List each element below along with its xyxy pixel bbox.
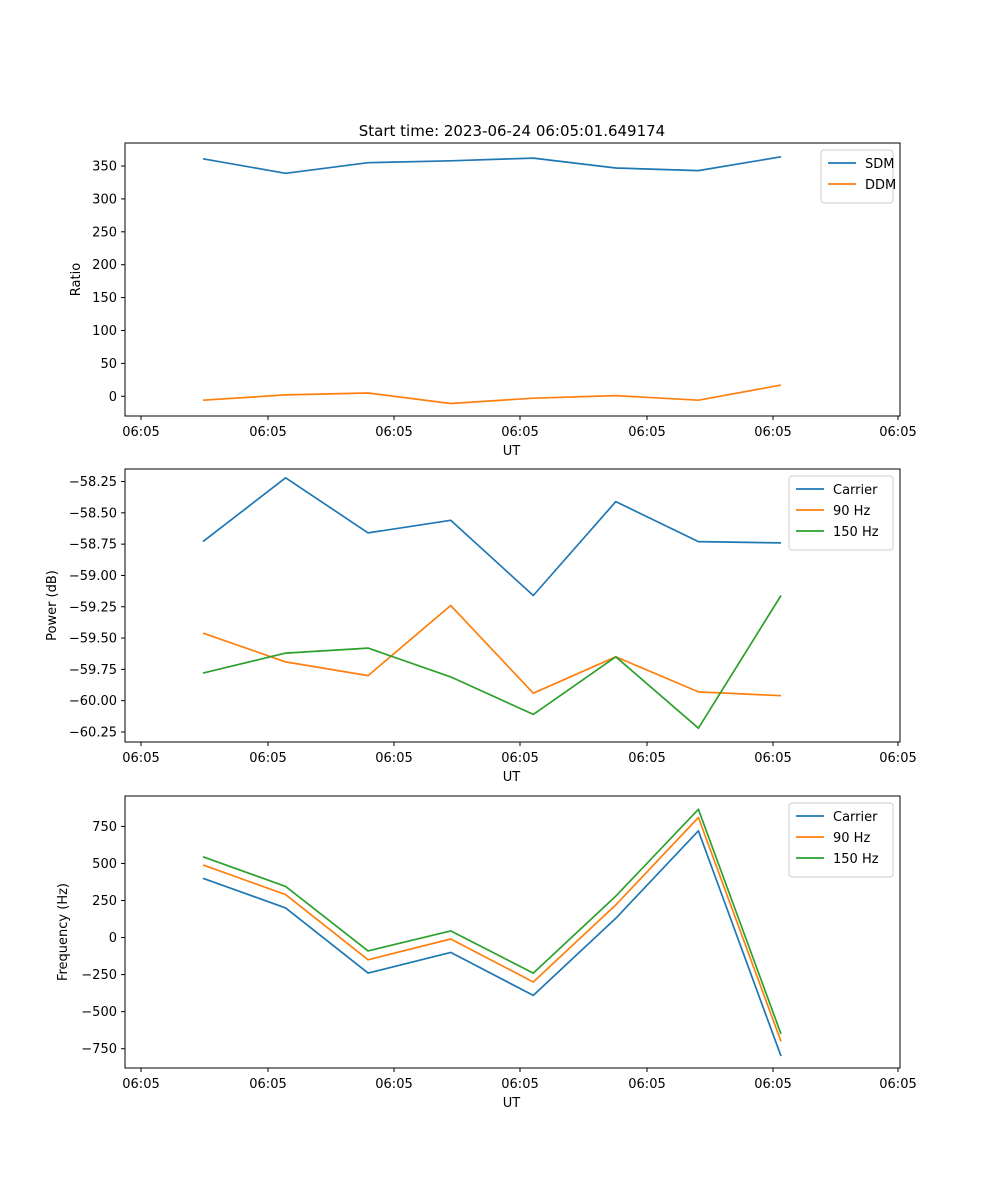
x-tick-label: 06:05 [628,751,665,766]
x-tick-label: 06:05 [501,425,538,440]
y-tick-label: −500 [81,1005,117,1020]
subplots: 06:05 06:05 06:05 06:05 06:05 06:05 06:05 0 50 10… [45,142,917,1111]
series-line-150-hz [202,595,782,730]
series-line-150-hz [202,808,782,1035]
legend-entry: Carrier [833,483,878,498]
legend: Carrier 90 Hz 150 Hz [788,475,894,551]
legend-entry: 90 Hz [833,831,870,846]
y-tick-label: −58.75 [69,538,117,553]
x-tick-label: 06:05 [249,1077,286,1092]
legend-entry: Carrier [833,810,878,825]
series-line-90-hz [202,816,782,1042]
y-tick-label: 0 [109,390,117,405]
y-tick-label: −59.00 [69,569,117,584]
y-tick-label: −59.50 [69,632,117,647]
x-tick-label: 06:05 [122,425,159,440]
y-tick-label: 200 [92,258,117,273]
x-tick-label: 06:05 [375,425,412,440]
x-tick-label: 06:05 [249,751,286,766]
series-line-carrier [202,476,782,597]
x-axis-label: UT [503,1096,521,1111]
legend-entry: SDM [865,157,894,172]
legend: Carrier 90 Hz 150 Hz [788,802,894,878]
subplot-3: 06:05 06:05 06:05 06:05 06:05 06:05 06:05 −750 −… [56,795,917,1111]
subplot-1: 06:05 06:05 06:05 06:05 06:05 06:05 06:05 0 50 10… [69,142,917,459]
series-line-sdm [202,155,782,175]
y-tick-label: −60.25 [69,725,117,740]
y-tick-label: −250 [81,968,117,983]
subplot-2: 06:05 06:05 06:05 06:05 06:05 06:05 06:05 −58.2… [45,468,917,785]
x-tick-label: 06:05 [754,425,791,440]
x-tick-label: 06:05 [879,1077,916,1092]
y-tick-label: −58.25 [69,475,117,490]
series-line-ddm [202,384,782,405]
y-tick-label: −59.25 [69,600,117,615]
x-tick-label: 06:05 [879,751,916,766]
y-tick-label: 300 [92,192,117,207]
y-tick-label: 0 [109,931,117,946]
y-axis-label: Power (dB) [45,570,60,641]
y-tick-label: 250 [92,894,117,909]
x-tick-label: 06:05 [628,1077,665,1092]
y-axis-label: Ratio [69,263,84,296]
x-tick-label: 06:05 [754,1077,791,1092]
y-tick-label: 350 [92,160,117,175]
y-tick-label: −60.00 [69,694,117,709]
series-line-carrier [202,829,782,1057]
legend-entry: 90 Hz [833,504,870,519]
x-tick-label: 06:05 [375,1077,412,1092]
y-tick-label: 150 [92,291,117,306]
figure-title: Start time: 2023-06-24 06:05:01.649174 [359,122,665,140]
legend-entry: 150 Hz [833,525,879,540]
y-tick-label: 750 [92,820,117,835]
x-axis-label: UT [503,444,521,459]
y-tick-label: −750 [81,1042,117,1057]
x-tick-label: 06:05 [122,1077,159,1092]
y-tick-label: 250 [92,225,117,240]
axes-frame [124,468,901,743]
y-tick-label: 50 [100,357,117,372]
y-tick-label: −59.75 [69,663,117,678]
legend-entry: 150 Hz [833,852,879,867]
x-tick-label: 06:05 [375,751,412,766]
axes-frame [124,142,901,417]
x-tick-label: 06:05 [122,751,159,766]
x-tick-label: 06:05 [628,425,665,440]
x-tick-label: 06:05 [249,425,286,440]
legend-entry: DDM [865,178,896,193]
axes-frame [124,795,901,1069]
y-tick-label: −58.50 [69,506,117,521]
y-tick-label: 100 [92,324,117,339]
legend: SDM DDM [820,149,896,204]
x-tick-label: 06:05 [501,1077,538,1092]
series-line-90-hz [202,604,782,697]
y-tick-label: 500 [92,857,117,872]
x-tick-label: 06:05 [879,425,916,440]
x-axis-label: UT [503,770,521,785]
x-tick-label: 06:05 [501,751,538,766]
x-tick-label: 06:05 [754,751,791,766]
y-axis-label: Frequency (Hz) [56,883,71,981]
